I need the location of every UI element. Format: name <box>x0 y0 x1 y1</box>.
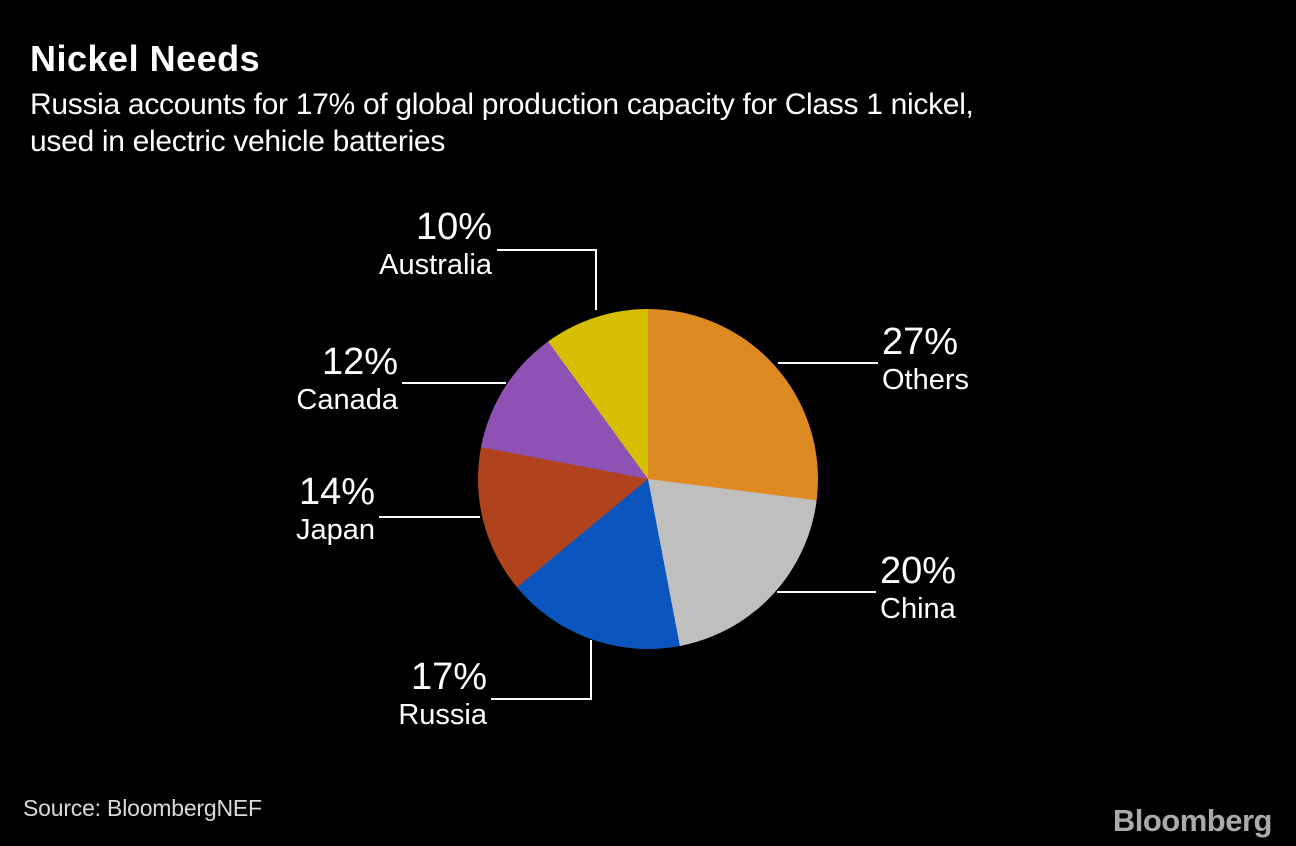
slice-name-others: Others <box>882 364 970 396</box>
source-text: Source: BloombergNEF <box>23 795 262 821</box>
callout-line-japan-h <box>379 516 480 518</box>
slice-pct-canada: 12% <box>321 341 398 383</box>
pie-chart <box>478 309 818 649</box>
callout-line-russia-v <box>590 640 592 700</box>
chart-subtitle: Russia accounts for 17% of global produc… <box>30 86 974 160</box>
chart-title: Nickel Needs <box>30 38 261 79</box>
callout-line-canada-h <box>402 382 506 384</box>
slice-pct-russia: 17% <box>410 656 487 698</box>
callout-line-others-h <box>778 362 878 364</box>
chart-subtitle-line2: used in electric vehicle batteries <box>30 125 446 158</box>
bloomberg-logo: Bloomberg <box>1112 803 1273 838</box>
callout-line-australia-v <box>595 249 597 310</box>
slice-label-japan: 14% Japan <box>296 470 375 546</box>
slice-name-china: China <box>880 593 956 625</box>
slice-label-china: 20% China <box>880 549 956 625</box>
chart-subtitle-line1: Russia accounts for 17% of global produc… <box>30 88 974 121</box>
slice-name-canada: Canada <box>296 384 398 416</box>
slice-pct-china: 20% <box>880 550 957 592</box>
slice-name-russia: Russia <box>398 699 487 731</box>
slice-label-others: 27% Others <box>882 320 969 396</box>
slice-name-japan: Japan <box>295 514 375 546</box>
slice-label-russia: 17% Russia <box>398 655 487 731</box>
callout-line-australia-h <box>497 249 597 251</box>
callout-line-russia-h <box>491 698 592 700</box>
slice-pct-japan: 14% <box>298 471 375 513</box>
slice-label-australia: 10% Australia <box>379 205 492 281</box>
slice-pct-others: 27% <box>882 321 959 363</box>
slice-name-australia: Australia <box>379 249 492 281</box>
slice-pct-australia: 10% <box>415 206 492 248</box>
callout-line-china-h <box>777 591 876 593</box>
slice-label-canada: 12% Canada <box>296 340 398 416</box>
